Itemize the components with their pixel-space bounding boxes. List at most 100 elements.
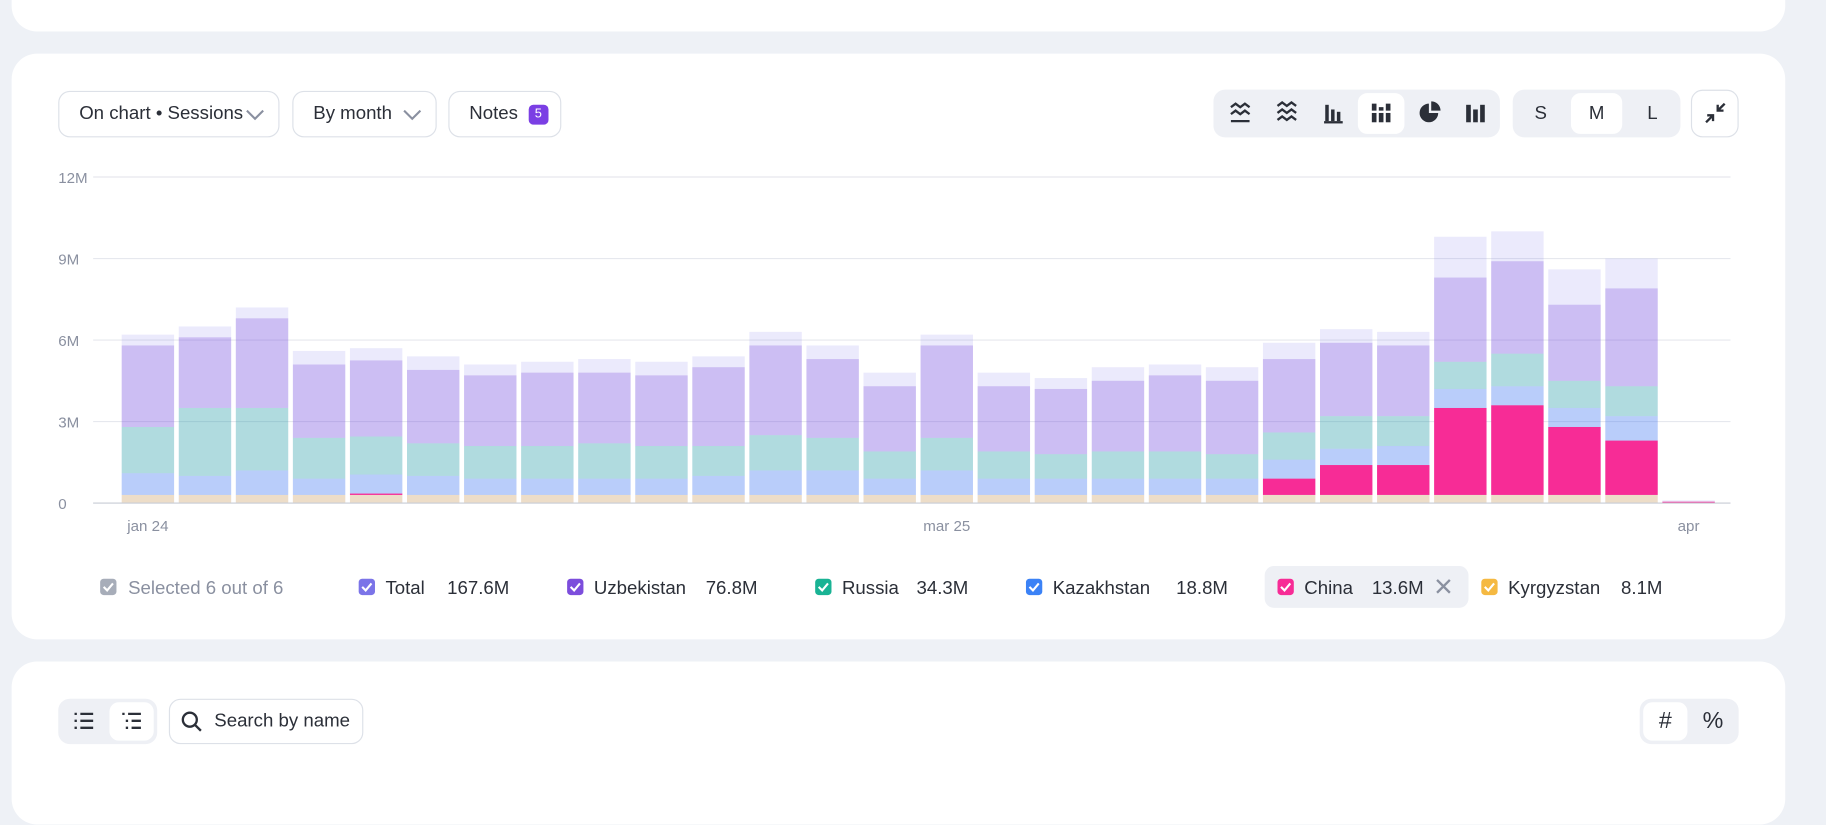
legend-name[interactable]: Kyrgyzstan: [1508, 577, 1600, 598]
x-tick-label: mar 25: [923, 518, 970, 535]
bar-segment: [407, 369, 460, 444]
bar-segment: [1320, 416, 1373, 449]
y-tick-label: 6M: [58, 333, 79, 350]
bar-segment: [1320, 494, 1373, 504]
legend-value: 8.1M: [1621, 577, 1662, 598]
total-bar: [521, 361, 574, 504]
bar-segment: [806, 470, 859, 495]
bar-segment: [863, 478, 916, 495]
bar-segment: [692, 475, 745, 495]
legend-checkbox[interactable]: [1277, 578, 1294, 596]
bar-segment: [464, 375, 517, 447]
check-mark: [1484, 582, 1495, 592]
total-bar: [349, 348, 403, 504]
bar-segment: [920, 470, 973, 495]
legend-name[interactable]: Total: [385, 577, 424, 598]
bar-segment: [749, 494, 802, 504]
bar-segment: [1548, 380, 1601, 408]
legend-name[interactable]: Russia: [842, 577, 900, 598]
icon-line[interactable]: [1230, 102, 1251, 123]
x-tick-label: apr: [1678, 518, 1700, 535]
bar-segment: [407, 443, 460, 476]
check-mark: [102, 582, 114, 592]
bar-segment: [235, 318, 289, 408]
checkbox[interactable]: [100, 578, 117, 596]
bar-segment: [692, 446, 745, 476]
bar-segment: [1148, 451, 1202, 479]
chart-card: [11, 53, 1786, 640]
legend-value: 167.6M: [447, 577, 509, 598]
bar-segment: [121, 426, 175, 474]
mode-button[interactable]: #: [1643, 702, 1688, 741]
bar-segment: [863, 386, 916, 452]
search-placeholder: Search by name: [214, 710, 350, 731]
icon-stacked[interactable]: [1371, 103, 1377, 123]
bar-segment: [1605, 416, 1658, 441]
chart-type-group: [1213, 89, 1500, 138]
bar-segment: [863, 494, 916, 504]
bar-segment: [521, 494, 574, 504]
chart: 0 3M 6M 9M 12M jan 24 mar 25 apr Selected 6 out …: [58, 170, 1731, 608]
legend-checkbox[interactable]: [1025, 578, 1043, 596]
total-bar: [749, 331, 802, 504]
legend-value: 34.3M: [916, 577, 968, 598]
legend-name[interactable]: China: [1304, 577, 1353, 598]
period-dropdown[interactable]: By month: [292, 90, 437, 138]
view-group: [58, 698, 158, 745]
bar-segment: [1034, 494, 1088, 504]
bar-segment: [1434, 361, 1487, 389]
size-button[interactable]: L: [1647, 103, 1658, 123]
bar-segment: [1262, 494, 1316, 504]
bar-segment: [635, 375, 688, 447]
bar-segment: [977, 451, 1031, 479]
legend-value: 18.8M: [1176, 577, 1228, 598]
remove-icon[interactable]: [1436, 579, 1451, 594]
metric-dropdown[interactable]: On chart • Sessions: [58, 90, 280, 138]
check-mark: [361, 582, 373, 592]
bar-segment: [1205, 494, 1259, 504]
legend-checkbox[interactable]: [358, 578, 375, 596]
bar-segment: [806, 494, 859, 504]
y-tick-label: 3M: [58, 414, 79, 431]
bar-segment: [464, 494, 517, 504]
icon-columns[interactable]: [1466, 104, 1471, 123]
legend-name[interactable]: Kazakhstan: [1053, 577, 1150, 598]
collapse-button[interactable]: [1690, 89, 1739, 138]
bar-segment: [1491, 261, 1544, 354]
bar-segment: [1262, 459, 1316, 479]
legend-checkbox[interactable]: [815, 578, 832, 596]
bar-segment: [1377, 494, 1430, 504]
search-box[interactable]: Search by name: [168, 698, 364, 745]
bar-segment: [292, 437, 346, 479]
bar-segment: [977, 494, 1031, 504]
icon-list[interactable]: [74, 712, 94, 730]
icon-pie[interactable]: [1419, 103, 1439, 123]
bar-segment: [1091, 451, 1145, 479]
bar-segment: [578, 372, 631, 444]
icon-area[interactable]: [1276, 101, 1297, 122]
total-bar: [1091, 367, 1145, 504]
icon-bar[interactable]: [1325, 104, 1329, 122]
chevron: [246, 109, 264, 121]
size-button[interactable]: M: [1570, 93, 1623, 134]
legend-name[interactable]: Uzbekistan: [594, 577, 686, 598]
size-button[interactable]: S: [1534, 103, 1547, 123]
total-bar: [235, 307, 289, 504]
notes-button[interactable]: Notes 5: [448, 90, 562, 138]
check-mark: [1280, 582, 1292, 592]
legend-checkbox[interactable]: [567, 578, 584, 596]
stage: On chart • Sessions By month Notes 5 S M…: [11, 0, 1786, 825]
legend-checkbox[interactable]: [1481, 578, 1498, 596]
total-bar: [464, 364, 517, 504]
bar-segment: [1262, 478, 1316, 495]
bar-segment: [920, 345, 973, 438]
bar-segment: [1434, 388, 1487, 408]
check-mark: [1028, 582, 1040, 592]
bar-segment: [1262, 432, 1316, 460]
total-bar: [977, 372, 1031, 504]
mode-group: # %: [1639, 698, 1739, 745]
mode-button[interactable]: %: [1702, 708, 1724, 734]
bar-segment: [920, 494, 973, 504]
view-icons: [74, 702, 154, 741]
bar-segment: [1320, 448, 1373, 466]
